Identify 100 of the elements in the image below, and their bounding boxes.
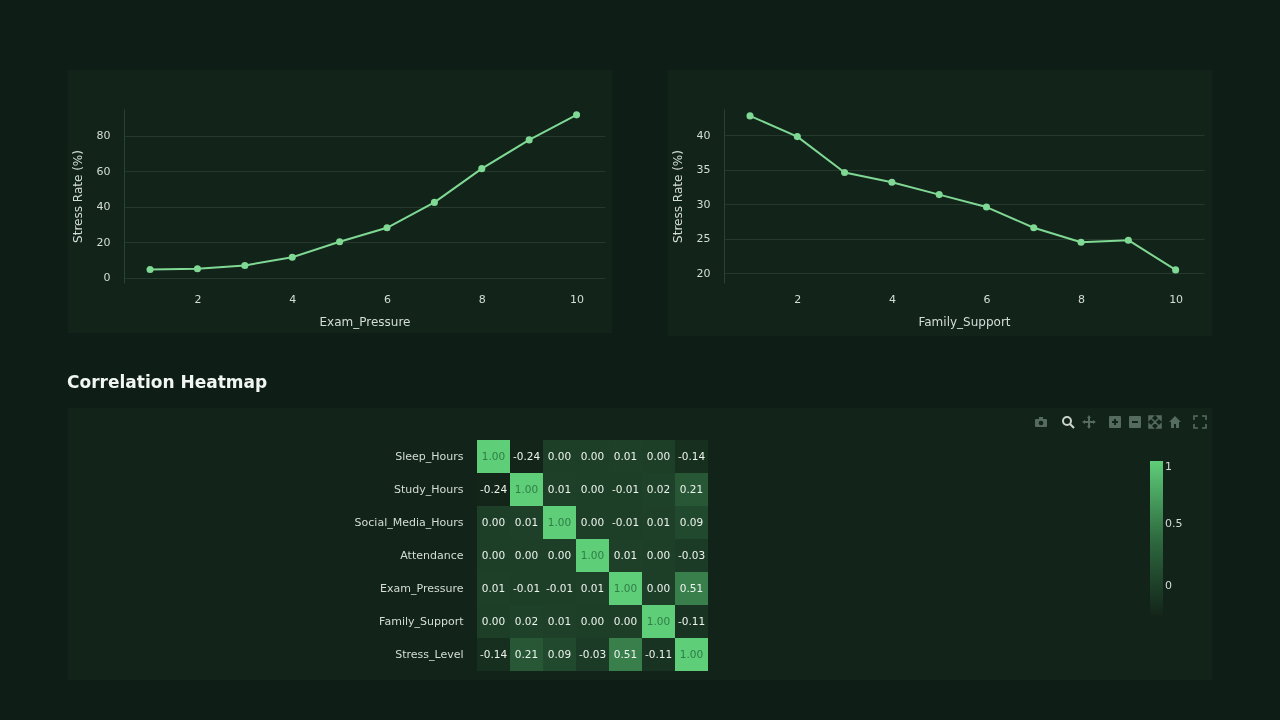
point <box>1124 236 1132 244</box>
data-label: 1.00 <box>547 515 572 528</box>
data-label: -0.03 <box>677 548 706 561</box>
point <box>383 224 391 232</box>
x-tick-label: 6 <box>384 292 392 306</box>
x-tick-label: 2 <box>794 292 802 306</box>
data-label: 0.02 <box>646 482 671 495</box>
data-label: 0.09 <box>679 515 704 528</box>
y-tick-label: 40 <box>696 128 711 142</box>
point <box>888 178 896 186</box>
y-tick-label: Stress_Level <box>395 647 464 661</box>
y-axis-title: Stress Rate (%) <box>670 150 685 243</box>
data-label: 1.00 <box>481 449 506 462</box>
point <box>241 261 249 269</box>
data-label: 0.21 <box>679 482 704 495</box>
data-label: -0.01 <box>512 581 541 594</box>
data-label: -0.01 <box>545 581 574 594</box>
x-tick-label: 8 <box>478 292 486 306</box>
data-label: 0.00 <box>547 449 572 462</box>
data-label: -0.01 <box>611 515 640 528</box>
point <box>1172 266 1180 274</box>
point <box>982 203 990 211</box>
data-label: 0.01 <box>547 482 572 495</box>
point <box>478 165 486 173</box>
data-label: -0.14 <box>677 449 706 462</box>
x-tick-label: 8 <box>1078 292 1086 306</box>
data-label: 0.01 <box>646 515 671 528</box>
data-label: 1.00 <box>613 581 638 594</box>
x-axis-title: Family_Support <box>918 314 1011 329</box>
data-label: 0.00 <box>646 581 671 594</box>
y-tick-label: 35 <box>696 163 711 177</box>
data-label: 1.00 <box>580 548 605 561</box>
data-label: 1.00 <box>679 647 704 660</box>
y-tick-label: 20 <box>96 235 111 249</box>
data-label: 1.00 <box>646 614 671 627</box>
y-tick-label: 40 <box>96 200 111 214</box>
point <box>430 198 438 206</box>
data-label: 0.09 <box>547 647 572 660</box>
data-label: -0.11 <box>644 647 673 660</box>
y-tick-label: Exam_Pressure <box>380 581 464 595</box>
point <box>746 112 754 120</box>
y-tick-label: 80 <box>96 129 111 143</box>
y-tick-label: Family_Support <box>379 614 465 628</box>
y-tick-label: 25 <box>696 232 711 246</box>
point <box>146 265 154 274</box>
data-label: 0.00 <box>580 515 605 528</box>
color-bar-label: 0 <box>1165 579 1172 592</box>
data-label: 0.00 <box>514 548 539 561</box>
data-label: 0.51 <box>679 581 704 594</box>
data-label: -0.11 <box>677 614 706 627</box>
x-tick-label: 4 <box>888 292 896 306</box>
point <box>525 136 533 144</box>
data-label: 0.00 <box>580 482 605 495</box>
y-tick-label: 60 <box>96 164 111 178</box>
y-tick-label: Social_Media_Hours <box>354 515 464 529</box>
y-tick-label: 30 <box>696 197 711 211</box>
point <box>1077 238 1085 246</box>
point <box>793 133 801 141</box>
point <box>841 168 849 177</box>
x-tick-label: 4 <box>289 292 297 306</box>
point <box>336 238 344 246</box>
data-label: -0.24 <box>479 482 508 495</box>
point <box>573 111 581 119</box>
data-label: 0.00 <box>481 515 506 528</box>
x-axis-title: Exam_Pressure <box>319 314 411 329</box>
data-label: 0.00 <box>547 548 572 561</box>
data-label: 0.00 <box>481 548 506 561</box>
data-label: 0.00 <box>613 614 638 627</box>
data-label: -0.24 <box>512 449 541 462</box>
data-label: 0.21 <box>514 647 539 660</box>
data-label: 1.00 <box>514 482 539 495</box>
x-tick-label: 10 <box>1169 292 1184 306</box>
x-tick-label: 10 <box>570 292 585 306</box>
color-bar-label: 0.5 <box>1165 516 1183 530</box>
data-label: -0.01 <box>611 482 640 495</box>
data-label: 0.00 <box>481 614 506 627</box>
y-tick-label: Sleep_Hours <box>395 449 464 463</box>
data-label: 0.00 <box>580 449 605 462</box>
y-axis-title: Stress Rate (%) <box>70 150 85 243</box>
y-tick-label: 0 <box>103 271 111 285</box>
y-tick-label: Study_Hours <box>394 482 464 496</box>
point <box>193 265 201 273</box>
color-bar-label: 1 <box>1165 460 1172 473</box>
data-label: 0.51 <box>613 647 638 660</box>
point <box>935 191 943 199</box>
y-tick-label: Attendance <box>400 548 464 562</box>
y-tick-label: 20 <box>696 266 711 280</box>
data-label: -0.14 <box>479 647 508 660</box>
data-label: 0.02 <box>514 614 539 627</box>
data-label: 0.01 <box>613 449 638 462</box>
data-label: 0.01 <box>547 614 572 627</box>
data-label: -0.03 <box>578 647 607 660</box>
text: Correlation Heatmap <box>67 372 268 392</box>
x-tick-label: 6 <box>983 292 991 306</box>
data-label: 0.01 <box>580 581 605 594</box>
point <box>1030 224 1038 232</box>
data-label: 0.00 <box>646 449 671 462</box>
data-label: 0.01 <box>613 548 638 561</box>
data-label: 0.01 <box>481 581 506 594</box>
data-label: 0.00 <box>580 614 605 627</box>
